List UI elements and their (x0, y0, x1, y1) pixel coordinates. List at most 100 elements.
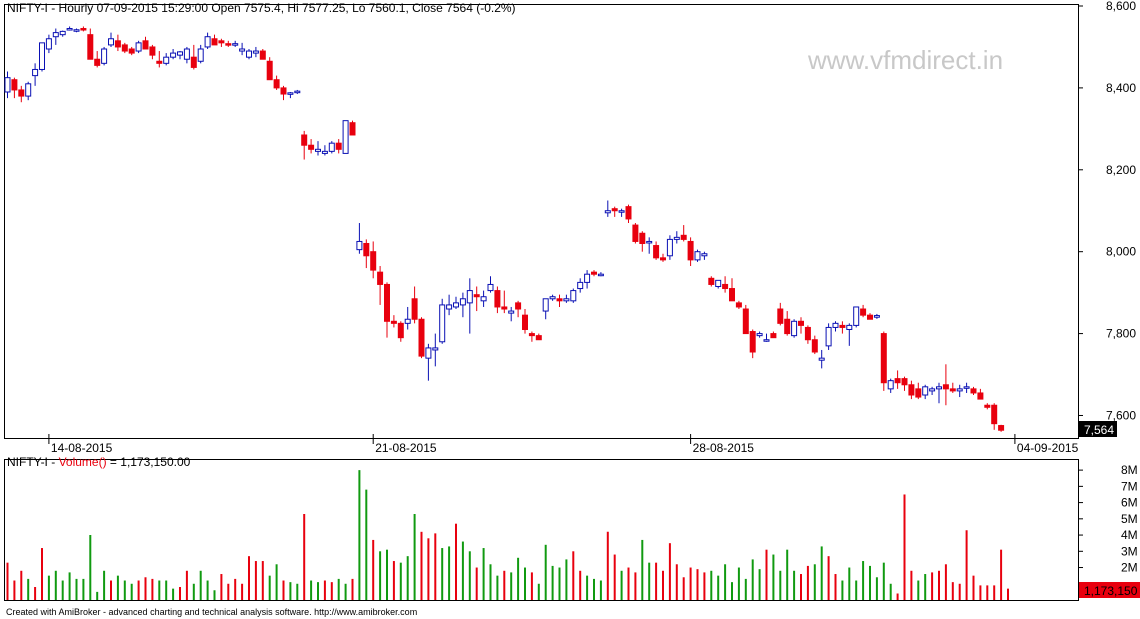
candle-body (239, 48, 246, 52)
candle-body (128, 48, 135, 54)
candle (466, 278, 473, 334)
candle (418, 317, 425, 359)
candle (252, 46, 259, 58)
candle-body (846, 324, 853, 330)
candle (225, 40, 232, 47)
candle-body (735, 302, 742, 308)
candle-body (535, 335, 542, 341)
candle-body (832, 322, 839, 328)
date-label: 21-08-2015 (375, 441, 437, 455)
candle-body (604, 210, 611, 214)
volume-tick-label: 2M (1121, 561, 1138, 575)
candle-body (998, 425, 1005, 431)
candle-body (390, 320, 397, 324)
candle-body (860, 308, 867, 316)
candle (777, 302, 784, 326)
candle-body (466, 290, 473, 304)
candle-body (114, 40, 121, 48)
candle-body (515, 302, 522, 310)
candle (80, 26, 87, 32)
candle (666, 235, 673, 260)
candle (542, 298, 549, 320)
candle (936, 382, 942, 404)
candle-body (218, 40, 225, 44)
candle (584, 270, 591, 289)
candle (825, 323, 832, 350)
candle-body (315, 148, 321, 152)
candle (597, 272, 604, 277)
candle (59, 30, 66, 37)
candle (625, 204, 632, 224)
candle-body (142, 40, 149, 50)
candle (515, 300, 522, 318)
volume-tick-label: 6M (1121, 496, 1138, 510)
candle (977, 388, 984, 400)
candle-body (170, 52, 177, 58)
footer-credit: Created with AmiBroker - advanced charti… (6, 607, 417, 617)
price-tick-label: 8,600 (1106, 0, 1136, 13)
candle-body (680, 234, 687, 240)
candle (446, 294, 453, 316)
candle-body (342, 120, 349, 154)
candle-body (894, 378, 901, 384)
candle (280, 85, 287, 101)
candle (66, 26, 73, 31)
candle-body (232, 43, 239, 46)
candle-body (377, 271, 384, 285)
candle (639, 231, 646, 252)
candle-body (908, 384, 915, 396)
candle-body (949, 388, 956, 392)
candle (770, 331, 777, 339)
candle (528, 331, 535, 342)
candle (321, 145, 328, 156)
candle-body (156, 60, 163, 64)
candle-body (818, 357, 825, 361)
candle-body (25, 83, 32, 97)
candle (715, 279, 722, 289)
candle (390, 315, 397, 328)
candle-body (929, 388, 936, 392)
candle-body (853, 306, 860, 326)
candle (632, 223, 639, 244)
candle-body (418, 318, 425, 357)
price-tick-label: 8,200 (1106, 163, 1136, 177)
candle-body (356, 240, 363, 251)
candle (32, 63, 39, 86)
candle (908, 380, 915, 400)
candle (832, 321, 839, 332)
date-axis: 14-08-2015 21-08-2015 28-08-2015 04-09-2015 (48, 434, 1079, 455)
candle (735, 300, 742, 310)
candle-body (39, 42, 45, 70)
volume-tick-label: 5M (1121, 512, 1138, 526)
candle (887, 378, 894, 393)
candle (308, 139, 315, 154)
candle (660, 253, 666, 262)
volume-bars (6, 470, 1009, 600)
candle (487, 276, 494, 293)
watermark: www.vfmdirect.in (807, 45, 1003, 75)
candle (991, 403, 998, 430)
candle (867, 313, 873, 320)
last-price-label: 7,564 (1084, 423, 1114, 437)
candle (922, 384, 929, 400)
candle-body (108, 38, 114, 46)
candle (114, 34, 121, 52)
candle (687, 237, 694, 267)
candle (618, 208, 625, 217)
candle-body (729, 288, 735, 302)
candle-body (135, 42, 142, 52)
candle (577, 278, 584, 293)
candle-body (653, 245, 660, 259)
candle-body (660, 257, 666, 261)
candle (335, 139, 342, 154)
candle-body (432, 347, 439, 351)
candle-body (915, 388, 922, 398)
candle-body (556, 298, 563, 302)
candle (915, 382, 922, 400)
candle-body (259, 50, 266, 60)
candle (128, 46, 135, 56)
price-tick-label: 8,400 (1106, 81, 1136, 95)
candle (494, 286, 501, 314)
candle-body (880, 333, 887, 384)
